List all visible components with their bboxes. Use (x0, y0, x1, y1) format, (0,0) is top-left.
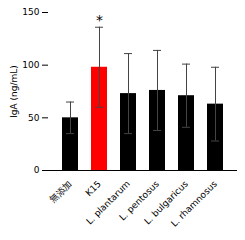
svg-text:L. bulgaricus: L. bulgaricus (142, 178, 190, 227)
svg-text:*: * (96, 12, 103, 28)
svg-text:IgA (ng/mL): IgA (ng/mL) (9, 65, 19, 118)
svg-text:L. pentosus: L. pentosus (117, 178, 161, 223)
svg-text:L. plantarum: L. plantarum (84, 178, 132, 227)
svg-text:0: 0 (34, 165, 40, 175)
svg-text:無添加: 無添加 (48, 179, 74, 205)
svg-text:100: 100 (22, 60, 39, 70)
svg-text:150: 150 (22, 7, 39, 17)
svg-text:K15: K15 (84, 179, 103, 198)
svg-text:50: 50 (28, 113, 40, 123)
svg-text:L. rhamnosus: L. rhamnosus (169, 178, 219, 228)
